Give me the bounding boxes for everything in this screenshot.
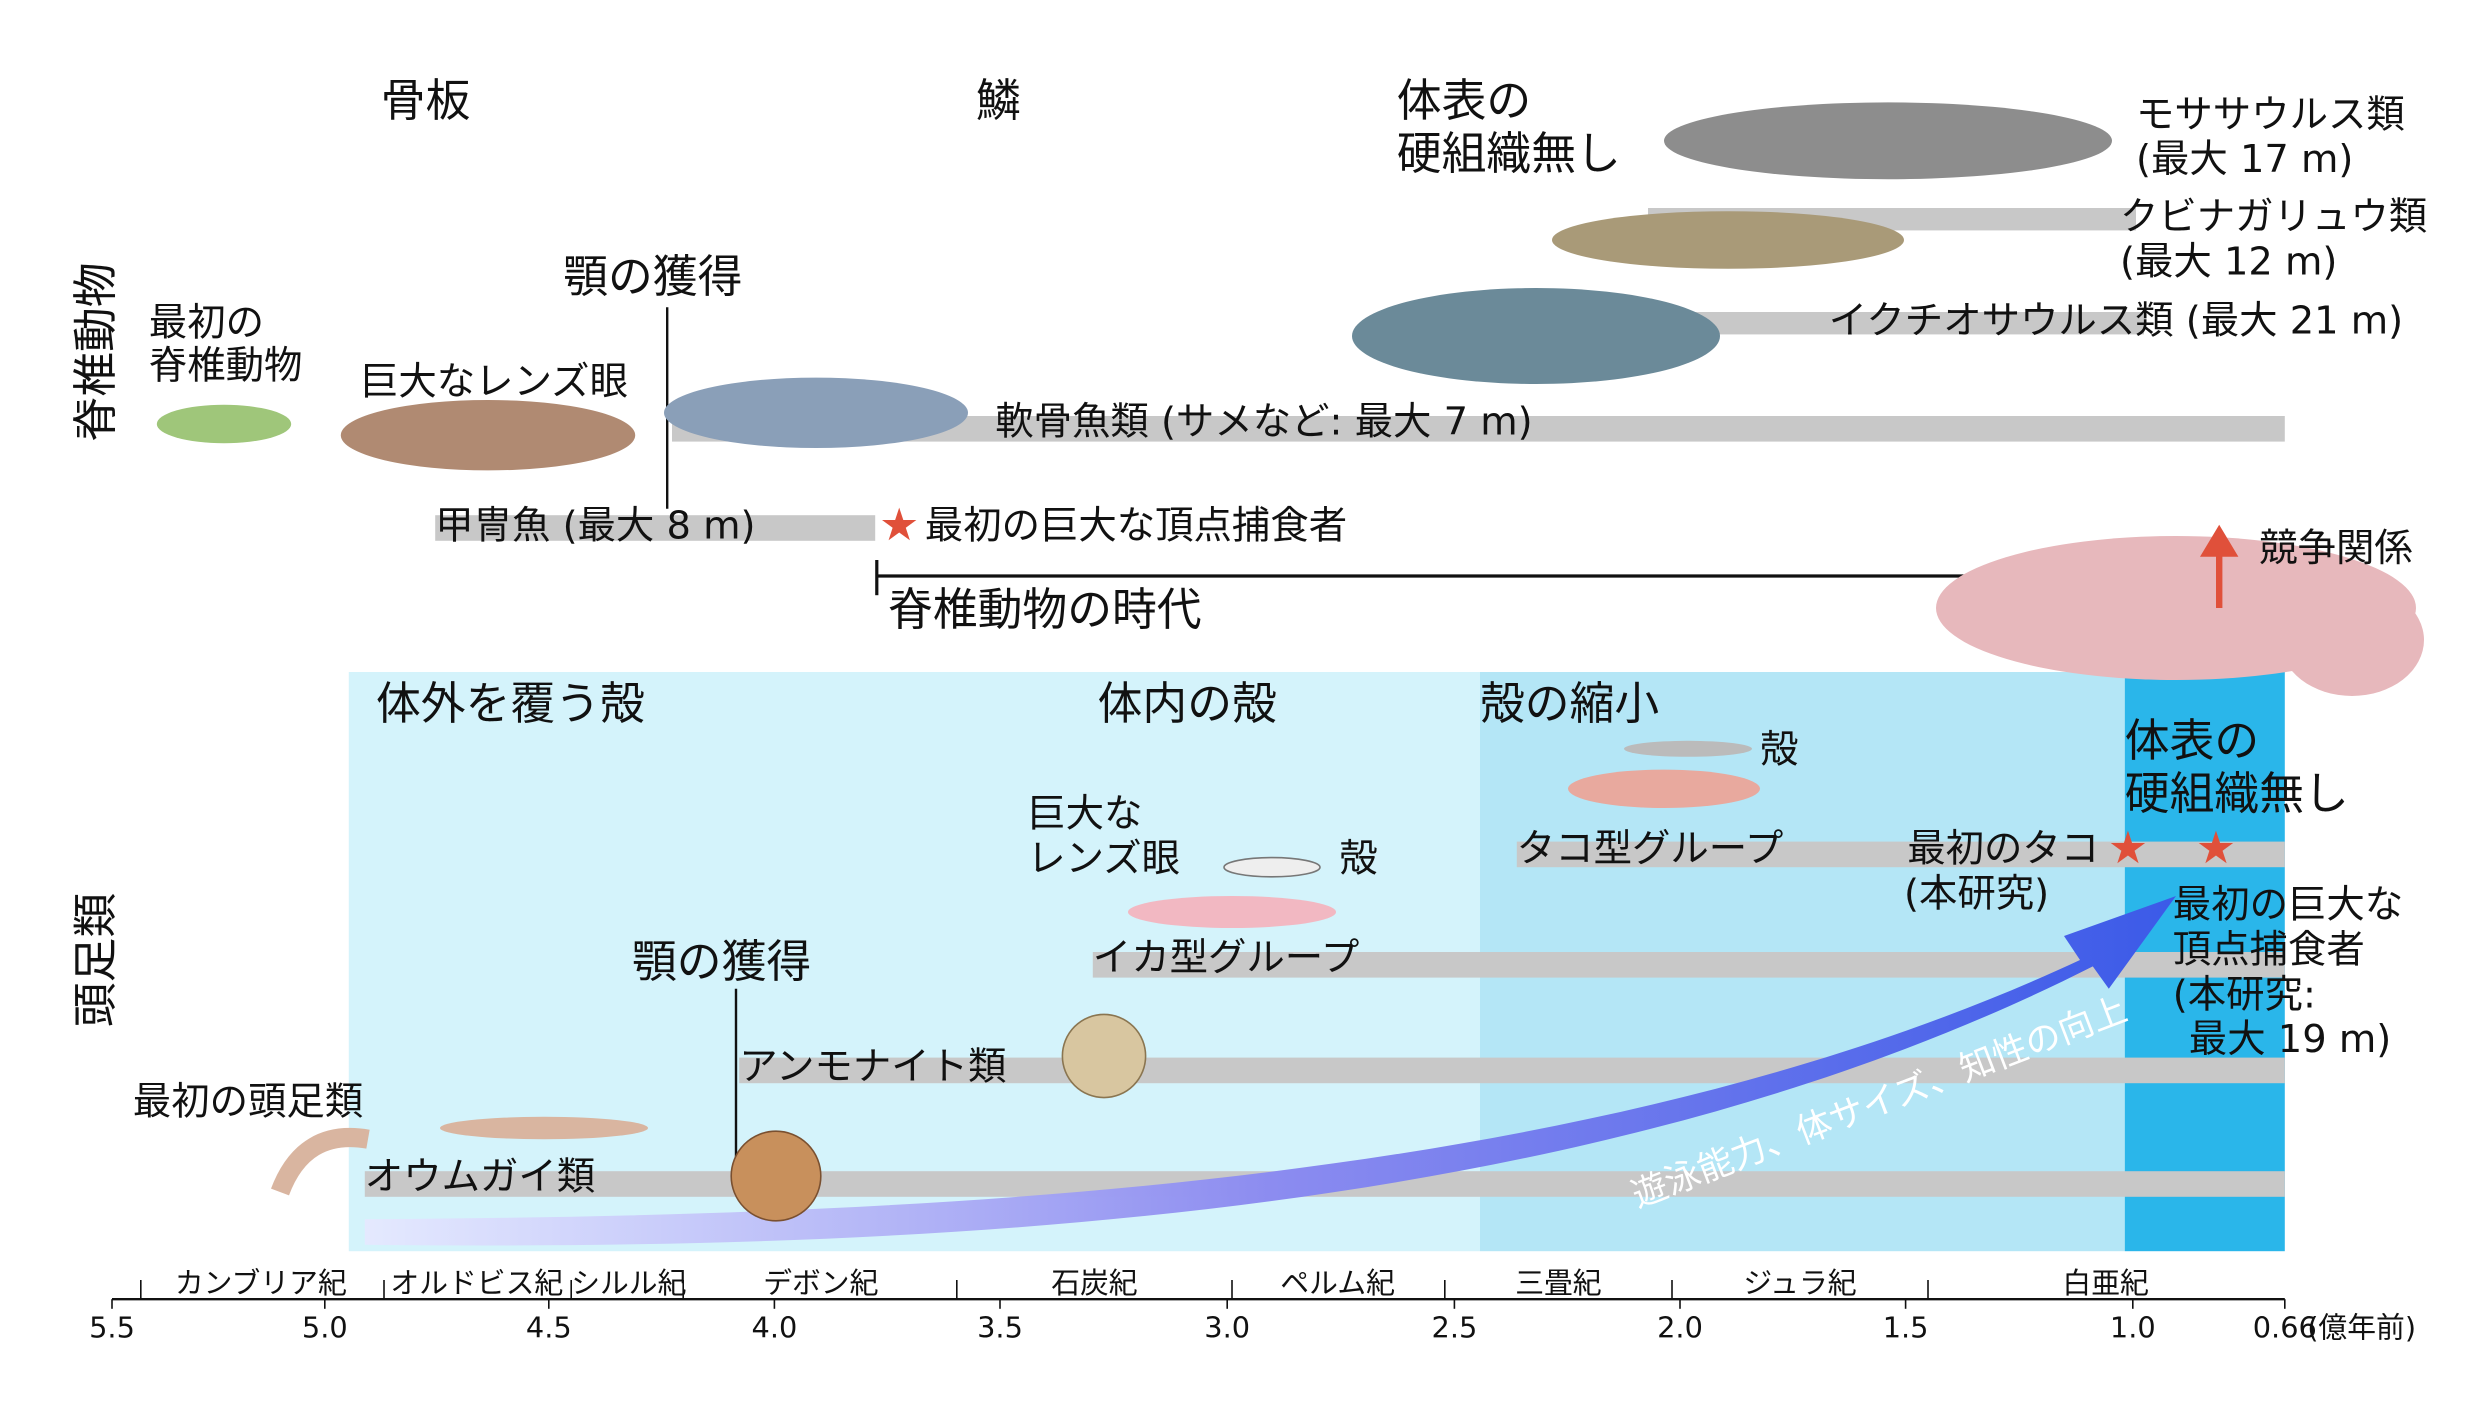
cephalopod-icon — [440, 1116, 648, 1140]
range-bar — [1516, 841, 2285, 868]
label: 競争関係 — [2259, 526, 2413, 571]
period-label: 三畳紀 — [1515, 1266, 1601, 1300]
period-label: カンブリア紀 — [175, 1266, 347, 1300]
shell-icon — [1223, 856, 1321, 878]
period-label: ペルム紀 — [1280, 1266, 1395, 1300]
range-bar — [435, 515, 876, 541]
first-vertebrate-icon — [156, 404, 292, 444]
first-cephalopod-icon — [271, 1127, 370, 1196]
label: 鱗 — [976, 74, 1021, 127]
side-label: 脊椎動物 — [69, 262, 122, 441]
giant-octopus-icon — [2280, 584, 2424, 696]
label: イクチオサウルス類 (最大 21 m) — [1829, 299, 2403, 344]
label: (本研究: — [2173, 972, 2316, 1017]
label: 最初の — [149, 300, 264, 345]
label: 殻 — [1339, 836, 1377, 881]
axis-unit: (億年前) — [2307, 1311, 2416, 1345]
label: 体内の殻 — [1098, 677, 1277, 730]
axis-tick-label: 5.5 — [89, 1311, 135, 1345]
label: 巨大な — [1027, 792, 1142, 837]
period-label: 石炭紀 — [1051, 1266, 1137, 1300]
period-label: シルル紀 — [571, 1266, 686, 1300]
side-label: 頭足類 — [69, 893, 122, 1027]
label: 最大 19 m) — [2189, 1017, 2391, 1062]
shell-icon — [1624, 740, 1752, 757]
axis-tick-label: 1.0 — [2110, 1311, 2156, 1345]
time-axis: 5.5 5.0 4.5 4.0 3.5 3.0 2.5 2.0 1.5 1.0 0.66(億年前) カ… — [89, 1266, 2416, 1345]
period-label: オルドビス紀 — [390, 1266, 563, 1300]
label: クビナガリュウ類 — [2120, 195, 2427, 240]
competition-arrow — [2200, 524, 2239, 608]
axis-tick-label: 3.5 — [977, 1311, 1023, 1345]
axis-tick-label: 5.0 — [302, 1311, 348, 1345]
squid-icon — [1128, 896, 1336, 928]
label: モササウルス類 — [2136, 92, 2405, 137]
label: 骨板 — [381, 74, 471, 127]
label: 体外を覆う殻 — [376, 677, 645, 730]
axis-tick-label: 2.0 — [1657, 1311, 1703, 1345]
label: アンモナイト類 — [739, 1044, 1006, 1089]
label: (本研究) — [1904, 872, 2049, 917]
label: 顎の獲得 — [563, 250, 742, 303]
label: 最初の巨大な頂点捕食者 — [925, 504, 1347, 549]
axis-tick-label: 2.5 — [1432, 1311, 1478, 1345]
period-label: デボン紀 — [763, 1266, 878, 1300]
label: 体表の — [1397, 74, 1531, 127]
range-bar — [739, 1057, 2285, 1084]
label: 甲冑魚 (最大 8 m) — [435, 504, 755, 549]
label: 最初の巨大な — [2173, 883, 2403, 928]
period-label: ジュラ紀 — [1743, 1266, 1856, 1300]
label: レンズ眼 — [1027, 836, 1180, 881]
label: 硬組織無し — [2125, 767, 2349, 820]
period-label: 白亜紀 — [2062, 1266, 2148, 1300]
label: タコ型グループ — [1517, 827, 1783, 872]
label: 脊椎動物の時代 — [888, 583, 1202, 636]
nautilus-icon — [730, 1130, 822, 1222]
mosasaur-icon — [1664, 102, 2112, 180]
star: ★ — [879, 498, 919, 551]
label: 軟骨魚類 (サメなど: 最大 7 m) — [995, 400, 1532, 445]
ammonite-icon — [1061, 1013, 1147, 1099]
star: ★ — [2108, 821, 2148, 874]
plesiosaur-icon — [1552, 211, 1904, 269]
label: 殻 — [1760, 728, 1798, 773]
label: オウムガイ類 — [365, 1155, 595, 1200]
label: 頂点捕食者 — [2173, 928, 2365, 973]
label: イカ型グループ — [1093, 936, 1359, 981]
label: 脊椎動物 — [149, 344, 303, 389]
octopus-icon — [1568, 769, 1760, 808]
label: (最大 17 m) — [2136, 137, 2353, 182]
label: (最大 12 m) — [2120, 240, 2337, 285]
ichthyosaur-icon — [1352, 288, 1720, 384]
star: ★ — [2196, 821, 2236, 874]
axis-tick-label: 1.5 — [1883, 1311, 1929, 1345]
label: 顎の獲得 — [632, 935, 811, 988]
label: 最初の頭足類 — [133, 1080, 363, 1125]
label: 体表の — [2125, 714, 2259, 767]
label: 硬組織無し — [1397, 127, 1621, 180]
label: 巨大なレンズ眼 — [360, 360, 628, 405]
label: 殻の縮小 — [1480, 677, 1659, 730]
axis-tick-label: 4.5 — [526, 1311, 572, 1345]
armored-fish-icon — [340, 400, 636, 471]
axis-tick-label: 3.0 — [1204, 1311, 1250, 1345]
label: 最初のタコ — [1907, 827, 2099, 872]
shark-icon — [664, 377, 968, 448]
trend-arrow — [364, 896, 2176, 1246]
axis-tick-label: 4.0 — [752, 1311, 798, 1345]
axis-tick-label: 0.66 — [2253, 1311, 2317, 1345]
